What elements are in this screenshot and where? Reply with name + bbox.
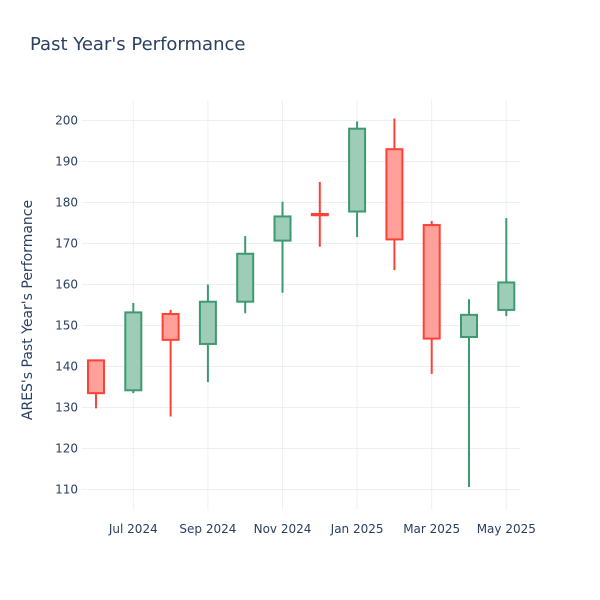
- y-axis-label: ARES's Past Year's Performance: [20, 200, 36, 420]
- x-tick-label: Jul 2024: [108, 522, 158, 536]
- x-tick-label: Nov 2024: [254, 522, 312, 536]
- candle: [348, 121, 367, 237]
- candle-body: [497, 281, 516, 311]
- x-tick-label: Jan 2025: [330, 522, 384, 536]
- candle: [236, 236, 255, 314]
- candle: [310, 182, 329, 247]
- x-axis-ticks: Jul 2024 Sep 2024 Nov 2024 Jan 2025 Mar 2025…: [108, 522, 536, 536]
- y-tick-label: 180: [55, 196, 78, 210]
- candles: [87, 118, 516, 488]
- candle-body: [87, 359, 105, 395]
- candle: [422, 220, 441, 374]
- grid: [82, 100, 520, 510]
- candle-body: [310, 212, 329, 217]
- candle-body: [460, 313, 478, 338]
- candle-body: [422, 224, 441, 340]
- x-tick-label: Sep 2024: [179, 522, 236, 536]
- y-tick-label: 130: [55, 401, 78, 415]
- candle: [497, 218, 516, 317]
- y-tick-label: 150: [55, 319, 78, 333]
- candle-body: [348, 127, 367, 213]
- y-tick-label: 200: [55, 114, 78, 128]
- y-tick-label: 160: [55, 278, 78, 292]
- candle: [273, 201, 292, 293]
- y-axis-ticks: 110 120 130 140 150 160 170 180 190 200: [55, 114, 78, 497]
- candle: [161, 309, 180, 417]
- chart-title: Past Year's Performance: [30, 34, 245, 55]
- candle-body: [385, 148, 404, 241]
- candle-body: [236, 252, 255, 303]
- y-tick-label: 170: [55, 237, 78, 251]
- y-tick-label: 190: [55, 155, 78, 169]
- y-tick-label: 110: [55, 483, 78, 497]
- candle-body: [124, 311, 143, 392]
- candle: [385, 118, 404, 271]
- x-tick-label: Mar 2025: [403, 522, 460, 536]
- y-tick-label: 120: [55, 442, 78, 456]
- y-tick-label: 140: [55, 360, 78, 374]
- x-tick-label: May 2025: [477, 522, 536, 536]
- candle: [460, 299, 478, 488]
- candle-body: [198, 300, 217, 345]
- candle: [87, 359, 105, 409]
- candle: [124, 302, 143, 394]
- candle-body: [161, 313, 180, 341]
- candle: [198, 284, 217, 383]
- candle-body: [273, 215, 292, 242]
